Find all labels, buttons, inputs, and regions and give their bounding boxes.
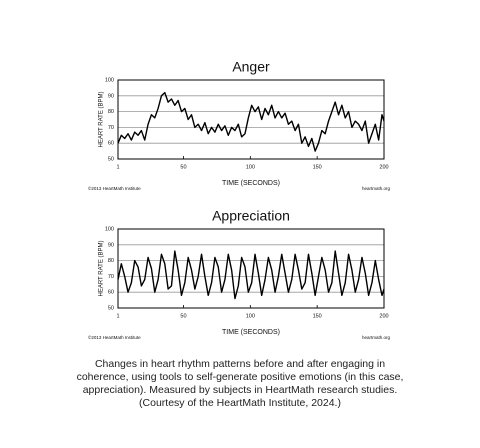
x-tick-label: 50	[180, 313, 186, 319]
chart-title: Anger	[232, 59, 270, 75]
y-tick-label: 60	[108, 290, 114, 296]
y-tick-label: 50	[108, 156, 114, 162]
y-axis-title: HEART RATE (BPM)	[99, 91, 105, 147]
x-tick-label: 150	[313, 164, 322, 170]
y-tick-label: 60	[108, 141, 114, 147]
y-tick-label: 50	[108, 305, 114, 311]
source: ©2013 HeartMath Institute	[88, 334, 141, 340]
x-axis-title: TIME (SECONDS)	[222, 180, 280, 187]
y-tick-label: 70	[108, 125, 114, 131]
y-tick-label: 80	[108, 258, 114, 264]
heart-rate-line	[117, 91, 385, 152]
y-tick-label: 90	[108, 93, 114, 99]
x-tick-label: 100	[246, 164, 255, 170]
caption: Changes in heart rhythm patterns before …	[76, 358, 404, 409]
url: heartmath.org	[362, 335, 391, 340]
url: heartmath.org	[362, 186, 391, 191]
x-axis-title: TIME (SECONDS)	[222, 329, 280, 336]
y-tick-label: 100	[105, 226, 114, 232]
x-tick-label: 200	[379, 313, 388, 319]
y-tick-label: 70	[108, 274, 114, 280]
y-tick-label: 80	[108, 109, 114, 115]
y-tick-label: 100	[105, 77, 114, 83]
plot-frame	[117, 79, 385, 160]
x-tick-label: 100	[246, 313, 255, 319]
plot-frame	[117, 228, 385, 309]
x-tick-label: 50	[180, 164, 186, 170]
y-axis-title: HEART RATE (BPM)	[99, 240, 105, 296]
x-tick-label: 150	[313, 313, 322, 319]
x-tick-label: 1	[116, 313, 119, 319]
x-tick-label: 1	[116, 164, 119, 170]
x-tick-label: 200	[379, 164, 388, 170]
source: ©2013 HeartMath Institute	[88, 185, 141, 191]
chart-title: Appreciation	[212, 208, 290, 224]
heart-rate-line	[117, 250, 385, 300]
y-tick-label: 90	[108, 242, 114, 248]
